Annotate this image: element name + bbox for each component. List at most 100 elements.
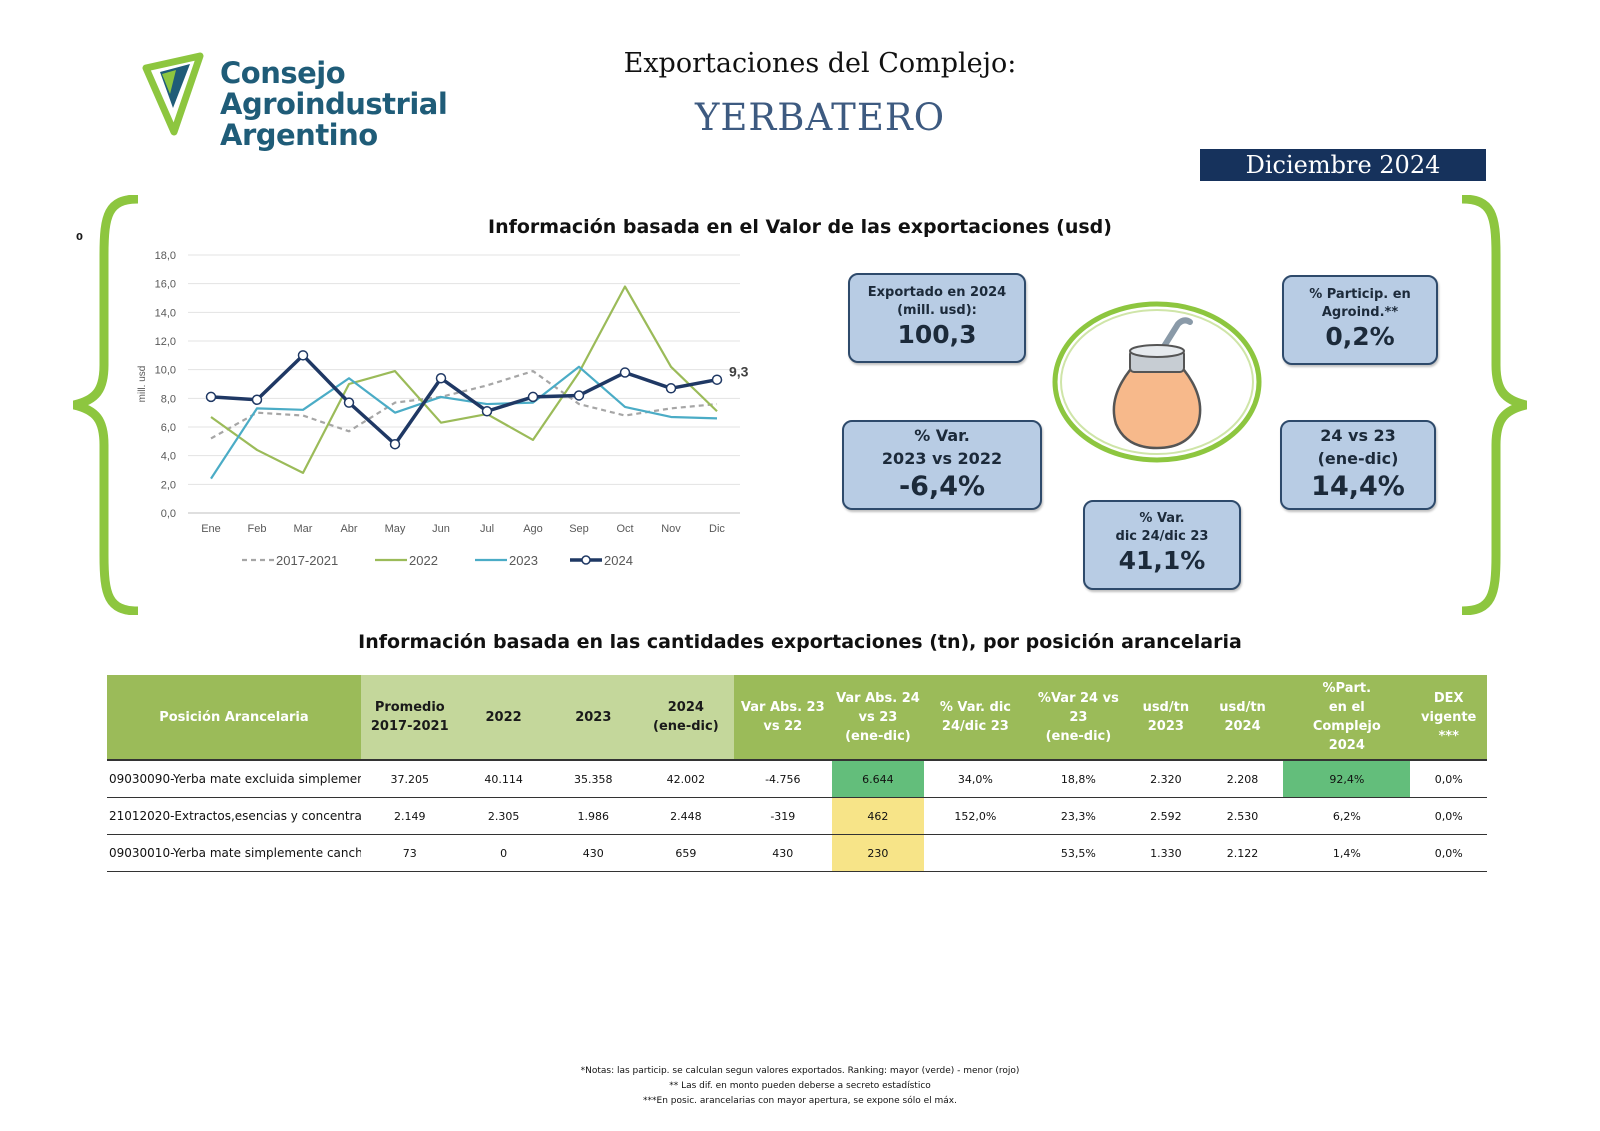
y-tick-label: 18,0: [155, 250, 176, 262]
left-brace-icon: [72, 195, 138, 615]
org-name-line3: Argentino: [220, 118, 378, 152]
data-point: [481, 405, 493, 417]
series-line-2022: [210, 285, 718, 474]
exports-line-chart: 0,0 2,0 4,0 6,0 8,0 10,0 12,0 14,0 16,0 18,0 mill.…: [137, 250, 749, 568]
x-tick-label: Abr: [340, 523, 357, 535]
cell-2023: 1.986: [548, 797, 639, 835]
cell-usd-tn-2024: 2.122: [1201, 834, 1284, 872]
logo-mark-icon: [142, 52, 204, 136]
cell-posicion: 09030010-Yerba mate simplemente canchada: [107, 834, 361, 872]
cell-var-abs-23-22: -319: [733, 797, 833, 835]
y-tick-label: 12,0: [155, 336, 176, 348]
cell-var-dic: 152,0%: [923, 797, 1028, 835]
cell-usd-tn-2023: 1.330: [1129, 834, 1202, 872]
y-axis-label: mill. usd: [137, 366, 148, 403]
cell-var-24-23: 18,8%: [1027, 760, 1130, 798]
table-header-row: Posición Arancelaria Promedio 2017-2021 …: [107, 675, 1487, 761]
th-usd-tn-2023: usd/tn 2023: [1129, 675, 1202, 761]
legend-label: 2023: [509, 553, 538, 568]
data-point: [389, 438, 401, 450]
kpi-var-24-23-label: 24 vs 23 (ene-dic): [1317, 426, 1399, 468]
kpi-exported-value: 100,3: [897, 320, 977, 349]
th-2022: 2022: [458, 675, 549, 761]
document-title: Exportaciones del Complejo:: [623, 48, 1017, 79]
cell-var-abs-24-23: 6.644: [832, 760, 924, 798]
cell-2022: 0: [458, 834, 549, 872]
x-tick-label: Jul: [480, 523, 494, 535]
cell-usd-tn-2023: 2.320: [1129, 760, 1202, 798]
kpi-exported-label: Exportado en 2024 (mill. usd):: [867, 285, 1007, 318]
footnote-3: ***En posic. arancelarias con mayor aper…: [643, 1096, 957, 1106]
kpi-var-dec: % Var. dic 24/dic 23 41,1%: [1083, 500, 1241, 590]
cell-usd-tn-2024: 2.208: [1201, 760, 1284, 798]
cell-part-complejo: 92,4%: [1283, 760, 1411, 798]
kpi-var-2023-2022: % Var. 2023 vs 2022 -6,4%: [842, 420, 1042, 510]
legend-label: 2022: [409, 553, 438, 568]
cell-var-abs-24-23: 462: [832, 797, 924, 835]
data-point: [711, 374, 723, 385]
mate-gourd-icon: [1052, 301, 1262, 463]
th-var-abs-24-23: Var Abs. 24 vs 23 (ene-dic): [832, 675, 924, 761]
x-tick-label: Dic: [709, 523, 725, 535]
table-row: 21012020-Extractos,esencias y concentrad…: [107, 797, 1487, 835]
series-line-2024: [210, 353, 718, 446]
legend-label: 2017-2021: [276, 553, 338, 568]
cell-2022: 40.114: [458, 760, 549, 798]
th-var-abs-23-22: Var Abs. 23 vs 22: [733, 675, 833, 761]
value-section-title: Información basada en el Valor de las ex…: [488, 216, 1112, 238]
th-part-complejo: %Part. en el Complejo 2024: [1283, 675, 1411, 761]
y-tick-label: 6,0: [161, 422, 176, 434]
data-point: [619, 367, 631, 378]
y-tick-label: 16,0: [155, 279, 176, 291]
kpi-var-24-23-value: 14,4%: [1311, 471, 1405, 502]
series-line-2017-2021: [210, 369, 718, 440]
kpi-share: % Particip. en Agroind.** 0,2%: [1282, 275, 1438, 365]
footnote-2: ** Las dif. en monto pueden deberse a se…: [669, 1081, 931, 1091]
cell-2024: 42.002: [638, 760, 734, 798]
th-usd-tn-2024: usd/tn 2024: [1201, 675, 1284, 761]
th-posicion: Posición Arancelaria: [107, 675, 361, 761]
org-name-line2: Agroindustrial: [220, 87, 448, 121]
cell-dex: 0,0%: [1410, 760, 1487, 798]
data-point: [665, 383, 677, 394]
complex-name: YERBATERO: [694, 96, 946, 139]
kpi-var-dec-value: 41,1%: [1118, 546, 1206, 575]
data-point: [251, 394, 263, 406]
x-tick-label: May: [385, 523, 406, 535]
cell-2023: 35.358: [548, 760, 639, 798]
tariff-positions-table: Posición Arancelaria Promedio 2017-2021 …: [107, 675, 1487, 872]
cell-2023: 430: [548, 834, 639, 872]
th-2024: 2024 (ene-dic): [638, 675, 734, 761]
th-dex: DEX vigente ***: [1410, 675, 1487, 761]
cell-var-dic: 34,0%: [923, 760, 1028, 798]
kpi-share-value: 0,2%: [1325, 322, 1395, 351]
kpi-var-2023-2022-value: -6,4%: [898, 471, 986, 502]
kpi-var-24-23: 24 vs 23 (ene-dic) 14,4%: [1280, 420, 1436, 510]
cell-var-abs-23-22: -4.756: [733, 760, 833, 798]
cell-2022: 2.305: [458, 797, 549, 835]
x-tick-label: Sep: [569, 523, 589, 535]
data-point: [205, 391, 217, 403]
cell-promedio: 73: [360, 834, 459, 872]
th-var-dic: % Var. dic 24/dic 23: [923, 675, 1028, 761]
cell-2024: 2.448: [638, 797, 734, 835]
cell-dex: 0,0%: [1410, 834, 1487, 872]
cell-2024: 659: [638, 834, 734, 872]
legend-marker: [581, 555, 591, 565]
th-var-24-23: %Var 24 vs 23 (ene-dic): [1027, 675, 1130, 761]
series-line-2023: [210, 365, 718, 480]
org-name-line1: Consejo: [220, 56, 346, 90]
org-logo: Consejo Agroindustrial Argentino: [140, 50, 460, 160]
data-point: [343, 397, 355, 408]
y-tick-label: 4,0: [161, 451, 176, 463]
footnotes: *Notas: las particip. se calculan segun …: [400, 1064, 1200, 1109]
end-value-label: 9,3: [729, 364, 749, 380]
org-name: Consejo Agroindustrial Argentino: [220, 56, 448, 152]
footnote-1: *Notas: las particip. se calculan segun …: [580, 1066, 1020, 1076]
y-tick-label: 8,0: [161, 393, 176, 405]
data-point: [573, 390, 585, 401]
stray-mark: 0: [76, 232, 83, 243]
th-promedio: Promedio 2017-2021: [360, 675, 459, 761]
table-row: 09030090-Yerba mate excluida simplemente…: [107, 760, 1487, 798]
cell-var-24-23: 23,3%: [1027, 797, 1130, 835]
